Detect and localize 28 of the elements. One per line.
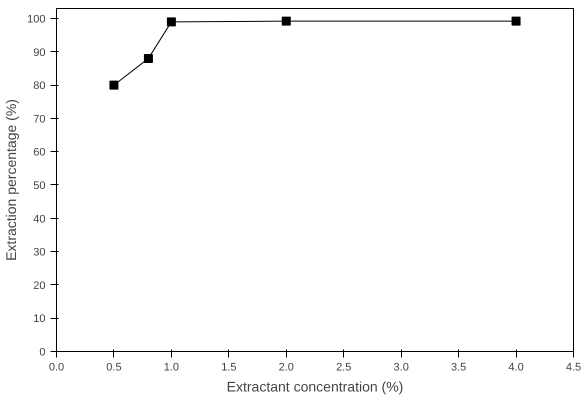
x-tick-label: 2.5 (336, 362, 352, 374)
y-tick-label: 80 (33, 80, 46, 92)
y-tick-label: 70 (33, 113, 46, 126)
x-tick-label: 1.0 (164, 362, 180, 374)
y-tick-label: 50 (33, 180, 46, 192)
x-tick-label: 4.0 (508, 362, 524, 374)
x-tick-label: 3.5 (450, 362, 466, 374)
y-axis-title: Extraction percentage (%) (3, 99, 20, 261)
y-tick-label: 100 (27, 13, 46, 26)
x-tick-label: 2.0 (278, 362, 294, 374)
point (166, 17, 176, 26)
point (144, 54, 153, 63)
x-tick-label: 1.5 (221, 362, 236, 374)
y-tick-label: 30 (33, 246, 46, 259)
point (512, 16, 521, 26)
y-tick-label: 40 (33, 213, 46, 226)
y-tick-label: 20 (33, 280, 46, 292)
y-tick-label: 0 (39, 346, 46, 358)
point (109, 80, 118, 90)
point (282, 16, 291, 26)
y-tick-label: 60 (33, 146, 46, 159)
x-tick-label: 3.0 (394, 362, 409, 374)
x-tick-label: 4.5 (566, 362, 582, 374)
x-tick-label: 0.0 (48, 362, 64, 374)
y-tick-label: 90 (33, 46, 46, 59)
x-tick-label: 0.5 (106, 362, 122, 374)
x-axis-title: Extractant concentration (%) (226, 378, 404, 394)
y-tick-label: 10 (33, 313, 46, 326)
